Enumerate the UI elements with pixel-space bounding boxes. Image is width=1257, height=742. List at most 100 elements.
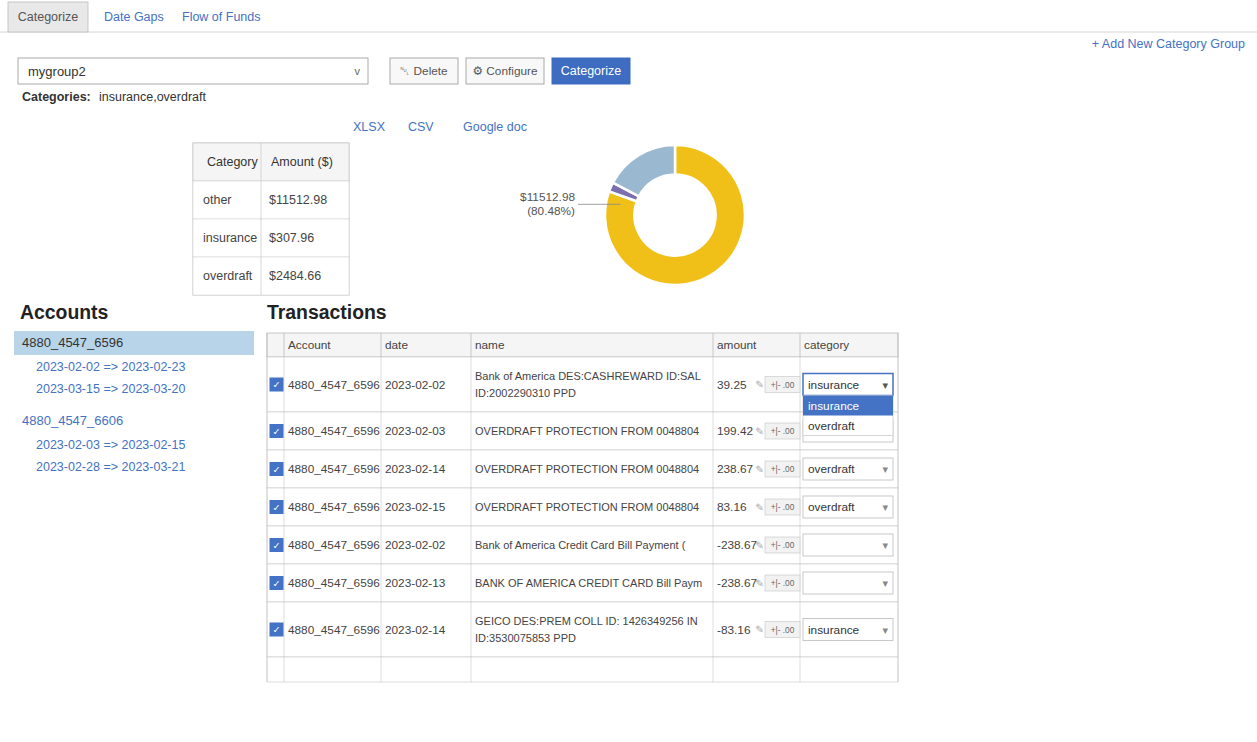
button[interactable] <box>552 58 630 84</box>
checkbox[interactable] <box>270 378 283 391</box>
checkmark[interactable]: ✓ <box>272 464 280 475</box>
tx-date: 2023-02-14 <box>385 462 446 476</box>
column-divider <box>713 333 714 357</box>
checkbox[interactable] <box>270 539 283 552</box>
group-dropdown[interactable] <box>18 58 368 84</box>
annotation-line-text: (80.48%) <box>527 204 575 218</box>
adjust-button[interactable] <box>765 423 800 439</box>
caret[interactable]: ▾ <box>882 624 888 636</box>
caret[interactable]: ▾ <box>882 379 888 391</box>
category-dropdown[interactable] <box>803 572 893 594</box>
menu-option[interactable]: overdraft <box>808 419 855 433</box>
column-divider <box>381 450 382 488</box>
adjust-button[interactable] <box>765 537 800 553</box>
tx-amount: -238.67 <box>717 576 757 590</box>
checkbox[interactable] <box>270 577 283 590</box>
tab[interactable]: Categorize <box>18 10 78 24</box>
column-divider <box>471 412 472 450</box>
export-link[interactable]: CSV <box>408 120 434 134</box>
table-divider <box>261 143 262 295</box>
edit-icon[interactable]: ✎ <box>755 578 764 589</box>
tx-date: 2023-02-15 <box>385 500 446 514</box>
checkmark[interactable]: ✓ <box>272 540 280 551</box>
menu-highlight[interactable] <box>803 396 893 416</box>
checkmark[interactable]: ✓ <box>272 379 280 390</box>
edit-icon[interactable]: ✎ <box>755 624 764 635</box>
column-divider <box>381 526 382 564</box>
category-dropdown[interactable] <box>803 496 893 518</box>
button[interactable] <box>390 58 458 84</box>
checkmark[interactable]: ✓ <box>272 624 280 635</box>
edit-icon[interactable]: ✎ <box>755 464 764 475</box>
edit-icon[interactable]: ✎ <box>755 502 764 513</box>
add-new-link[interactable]: + Add New Category Group <box>1092 37 1245 51</box>
tab[interactable]: Date Gaps <box>104 10 164 24</box>
edit-icon[interactable]: ✎ <box>755 426 764 437</box>
category-dropdown[interactable] <box>803 619 893 641</box>
section-title: Transactions <box>267 301 387 323</box>
button-label[interactable]: Categorize <box>561 64 621 78</box>
date-range[interactable]: 2023-02-03 => 2023-02-15 <box>36 438 185 452</box>
edit-icon[interactable]: ✎ <box>755 540 764 551</box>
category-dropdown[interactable] <box>803 458 893 480</box>
column-divider <box>713 564 714 602</box>
caret[interactable]: ▾ <box>882 463 888 475</box>
caret[interactable]: ▾ <box>882 577 888 589</box>
tx-row-empty <box>267 657 898 682</box>
account-id[interactable]: 4880_4547_6596 <box>22 335 123 350</box>
adjust-label[interactable]: +|- .00 <box>771 502 795 512</box>
adjust-label[interactable]: +|- .00 <box>771 540 795 550</box>
adjust-button[interactable] <box>765 499 800 515</box>
checkmark[interactable]: ✓ <box>272 578 280 589</box>
button[interactable] <box>466 58 544 84</box>
account-id[interactable]: 4880_4547_6606 <box>22 413 123 428</box>
table-row <box>193 181 349 219</box>
column-divider <box>898 333 899 357</box>
category-value[interactable]: overdraft <box>808 500 855 514</box>
column-divider <box>284 450 285 488</box>
column-divider <box>381 488 382 526</box>
checkbox[interactable] <box>270 463 283 476</box>
category-value[interactable]: insurance <box>808 623 860 637</box>
edit-icon[interactable]: ✎ <box>755 379 764 390</box>
adjust-button[interactable] <box>765 377 800 393</box>
category-dropdown[interactable] <box>803 534 893 556</box>
tx-name: ID:2002290310 PPD <box>475 387 576 399</box>
button-label[interactable]: ⚙ Configure <box>472 64 537 78</box>
menu-option[interactable]: insurance <box>808 399 860 413</box>
button-label[interactable]: ␀ Delete <box>400 64 448 78</box>
date-range[interactable]: 2023-02-02 => 2023-02-23 <box>36 360 185 374</box>
checkbox[interactable] <box>270 501 283 514</box>
date-range[interactable]: 2023-02-28 => 2023-03-21 <box>36 460 185 474</box>
column-divider <box>267 357 268 412</box>
checkmark[interactable]: ✓ <box>272 502 280 513</box>
category-dropdown[interactable] <box>803 374 893 396</box>
caret[interactable]: ▾ <box>882 539 888 551</box>
export-link[interactable]: Google doc <box>463 120 527 134</box>
tab-active-bg[interactable] <box>8 2 88 32</box>
column-divider <box>267 526 268 564</box>
tx-account: 4880_4547_6596 <box>288 500 380 514</box>
category-value[interactable]: overdraft <box>808 462 855 476</box>
checkmark[interactable]: ✓ <box>272 426 280 437</box>
caret[interactable]: ▾ <box>882 501 888 513</box>
checkbox[interactable] <box>270 425 283 438</box>
adjust-button[interactable] <box>765 575 800 591</box>
tx-row <box>267 488 898 526</box>
checkbox[interactable] <box>270 623 283 636</box>
adjust-label[interactable]: +|- .00 <box>771 426 795 436</box>
adjust-button[interactable] <box>765 622 800 638</box>
adjust-label[interactable]: +|- .00 <box>771 464 795 474</box>
adjust-label[interactable]: +|- .00 <box>771 625 795 635</box>
tab[interactable]: Flow of Funds <box>182 10 261 24</box>
tx-row <box>267 602 898 657</box>
adjust-button[interactable] <box>765 461 800 477</box>
category-value[interactable]: insurance <box>808 378 860 392</box>
export-link[interactable]: XLSX <box>353 120 386 134</box>
adjust-label[interactable]: +|- .00 <box>771 578 795 588</box>
column-divider <box>713 357 714 412</box>
tx-row <box>267 526 898 564</box>
adjust-label[interactable]: +|- .00 <box>771 380 795 390</box>
date-range[interactable]: 2023-03-15 => 2023-03-20 <box>36 382 185 396</box>
column-divider <box>471 357 472 412</box>
